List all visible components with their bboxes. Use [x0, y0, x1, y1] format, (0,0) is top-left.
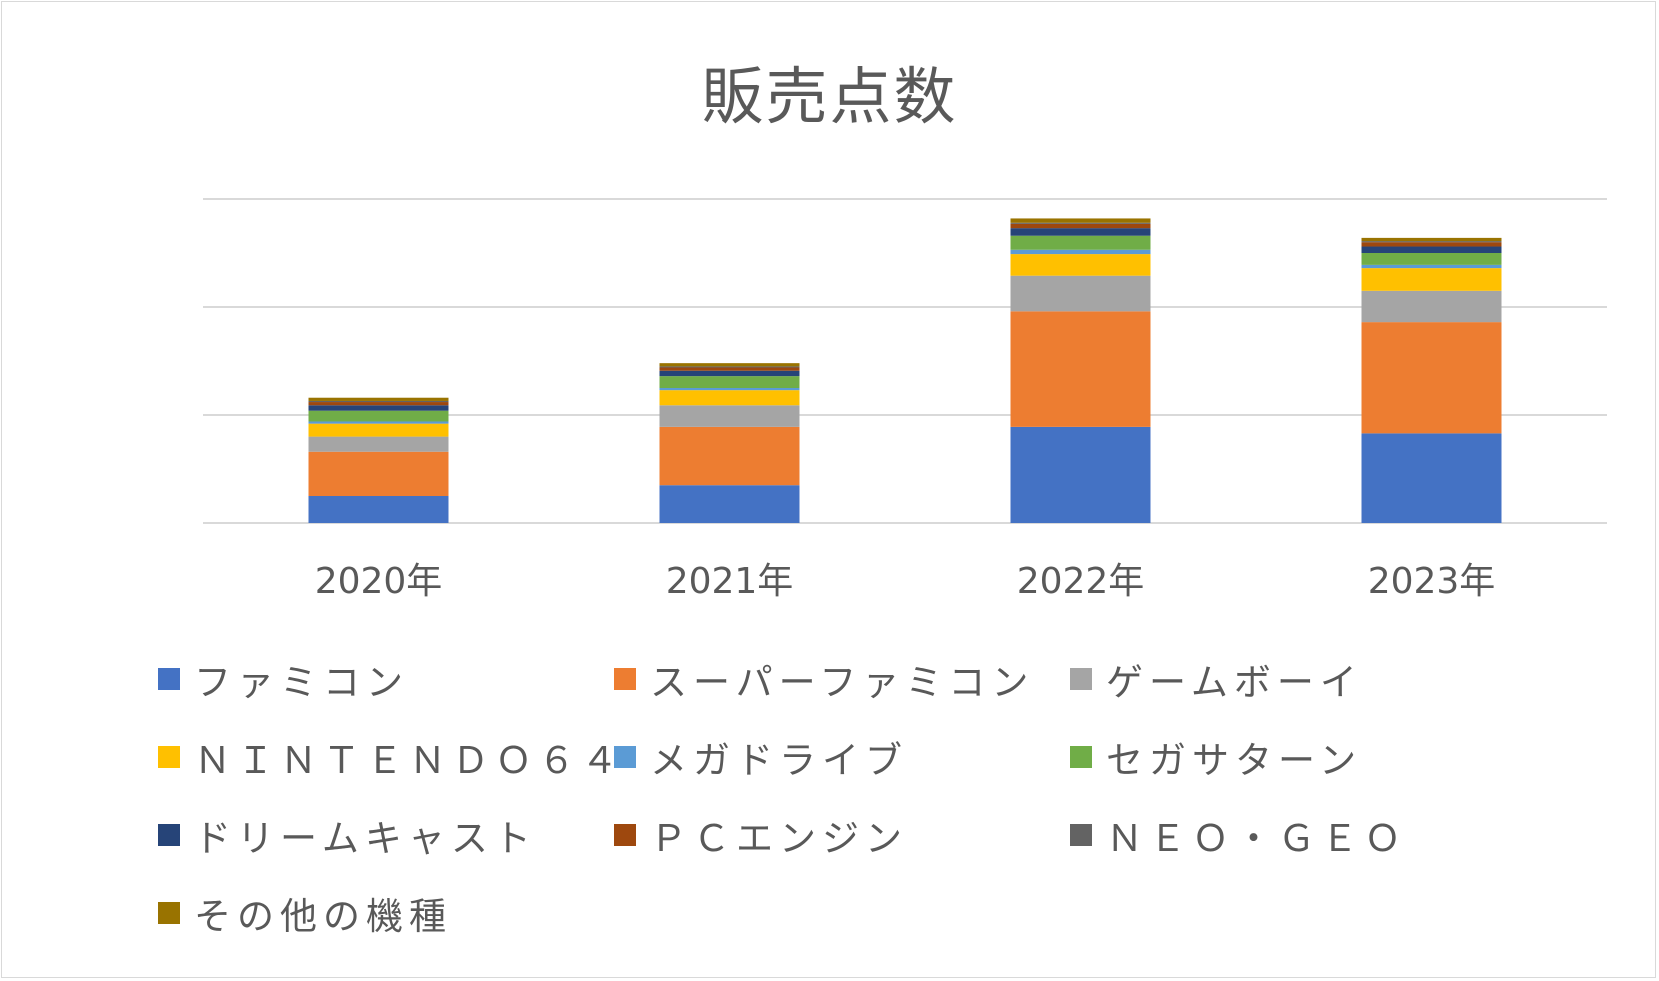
x-tick-label: 2020年: [315, 561, 443, 602]
bar-segment-2020年-2: [308, 436, 449, 452]
bar-segment-2023年-7: [1361, 242, 1502, 247]
bar-stack-2023年: [1361, 237, 1502, 523]
legend-label: ファミコン: [194, 661, 409, 704]
bar-segment-2021年-1: [659, 426, 800, 486]
bar-segment-2021年-7: [659, 367, 800, 371]
bar-segment-2021年-5: [659, 376, 800, 388]
bar-segment-2020年-6: [308, 405, 449, 411]
legend-label: その他の機種: [194, 895, 452, 938]
chart-title: 販売点数: [701, 60, 958, 133]
bar-segment-2021年-8: [659, 366, 800, 368]
bar-segment-2022年-6: [1010, 228, 1151, 236]
legend-label: メガドライブ: [650, 739, 908, 782]
bar-segment-2023年-4: [1361, 264, 1502, 269]
legend-swatch: [158, 746, 180, 768]
bar-segment-2023年-3: [1361, 268, 1502, 291]
legend-swatch: [158, 824, 180, 846]
legend-label: セガサターン: [1106, 739, 1363, 782]
bar-stack-2021年: [659, 363, 800, 523]
bar-segment-2023年-2: [1361, 290, 1502, 323]
legend-swatch: [158, 668, 180, 690]
bar-segment-2021年-0: [659, 485, 800, 523]
legend-item: その他の機種: [158, 889, 614, 938]
legend-swatch: [614, 746, 636, 768]
bar-segment-2022年-8: [1010, 222, 1151, 224]
legend-item: ＮＥＯ・ＧＥＯ: [1070, 811, 1526, 860]
bar-segment-2021年-2: [659, 405, 800, 427]
bar-segment-2022年-7: [1010, 223, 1151, 229]
bar-segment-2022年-5: [1010, 235, 1151, 250]
legend-swatch: [614, 668, 636, 690]
bar-stack-2022年: [1010, 218, 1151, 523]
bar-segment-2021年-9: [659, 363, 800, 367]
bar-segment-2020年-7: [308, 402, 449, 406]
legend-swatch: [158, 902, 180, 924]
bar-segment-2023年-0: [1361, 433, 1502, 523]
bar-segment-2023年-1: [1361, 322, 1502, 434]
legend-item: ドリームキャスト: [158, 811, 614, 860]
bar-segment-2020年-8: [308, 400, 449, 403]
legend-item: ＮＩＮＴＥＮＤＯ６４: [158, 733, 618, 782]
bar-segment-2022年-3: [1010, 254, 1151, 276]
x-axis: 2020年 2021年 2022年 2023年: [315, 561, 1496, 602]
bar-segment-2021年-3: [659, 390, 800, 406]
bar-segment-2020年-1: [308, 451, 449, 496]
legend-label: ゲームボーイ: [1106, 661, 1363, 704]
bar-segment-2023年-8: [1361, 241, 1502, 243]
legend-item: ゲームボーイ: [1070, 655, 1526, 704]
bar-segment-2020年-4: [308, 421, 449, 424]
legend-label: ＮＩＮＴＥＮＤＯ６４: [194, 739, 624, 782]
bar-segment-2020年-9: [308, 397, 449, 401]
bar-segment-2023年-6: [1361, 246, 1502, 253]
legend-item: メガドライブ: [614, 733, 1070, 782]
x-tick-label: 2023年: [1368, 561, 1496, 602]
bar-segment-2022年-1: [1010, 311, 1151, 427]
bar-segment-2020年-5: [308, 410, 449, 422]
legend-swatch: [1070, 668, 1092, 690]
legend-item: セガサターン: [1070, 733, 1526, 782]
x-tick-label: 2021年: [666, 561, 794, 602]
bar-stack-2020年: [308, 397, 449, 523]
bar-segment-2022年-2: [1010, 275, 1151, 312]
bar-segment-2021年-4: [659, 388, 800, 391]
legend-label: ドリームキャスト: [194, 817, 537, 860]
bar-segment-2020年-0: [308, 496, 449, 523]
bar-segment-2023年-9: [1361, 237, 1502, 242]
legend-item: ＰＣエンジン: [614, 811, 1070, 860]
bar-segment-2021年-6: [659, 370, 800, 377]
legend-label: スーパーファミコン: [650, 661, 1035, 704]
legend-label: ＮＥＯ・ＧＥＯ: [1106, 817, 1407, 860]
legend-swatch: [1070, 746, 1092, 768]
bar-segment-2020年-3: [308, 423, 449, 437]
bar-segment-2023年-5: [1361, 253, 1502, 265]
legend-item: ファミコン: [158, 655, 614, 704]
legend-swatch: [1070, 824, 1092, 846]
bar-stacks: [308, 218, 1502, 523]
legend: ファミコン スーパーファミコン ゲームボーイ ＮＩＮＴＥＮＤＯ６４ メガドライブ セガサタ…: [158, 655, 1578, 938]
legend-swatch: [614, 824, 636, 846]
legend-label: ＰＣエンジン: [650, 817, 908, 860]
x-tick-label: 2022年: [1017, 561, 1145, 602]
bar-segment-2022年-9: [1010, 218, 1151, 223]
bar-segment-2022年-4: [1010, 249, 1151, 255]
bar-segment-2022年-0: [1010, 426, 1151, 523]
legend-item: スーパーファミコン: [614, 655, 1070, 704]
